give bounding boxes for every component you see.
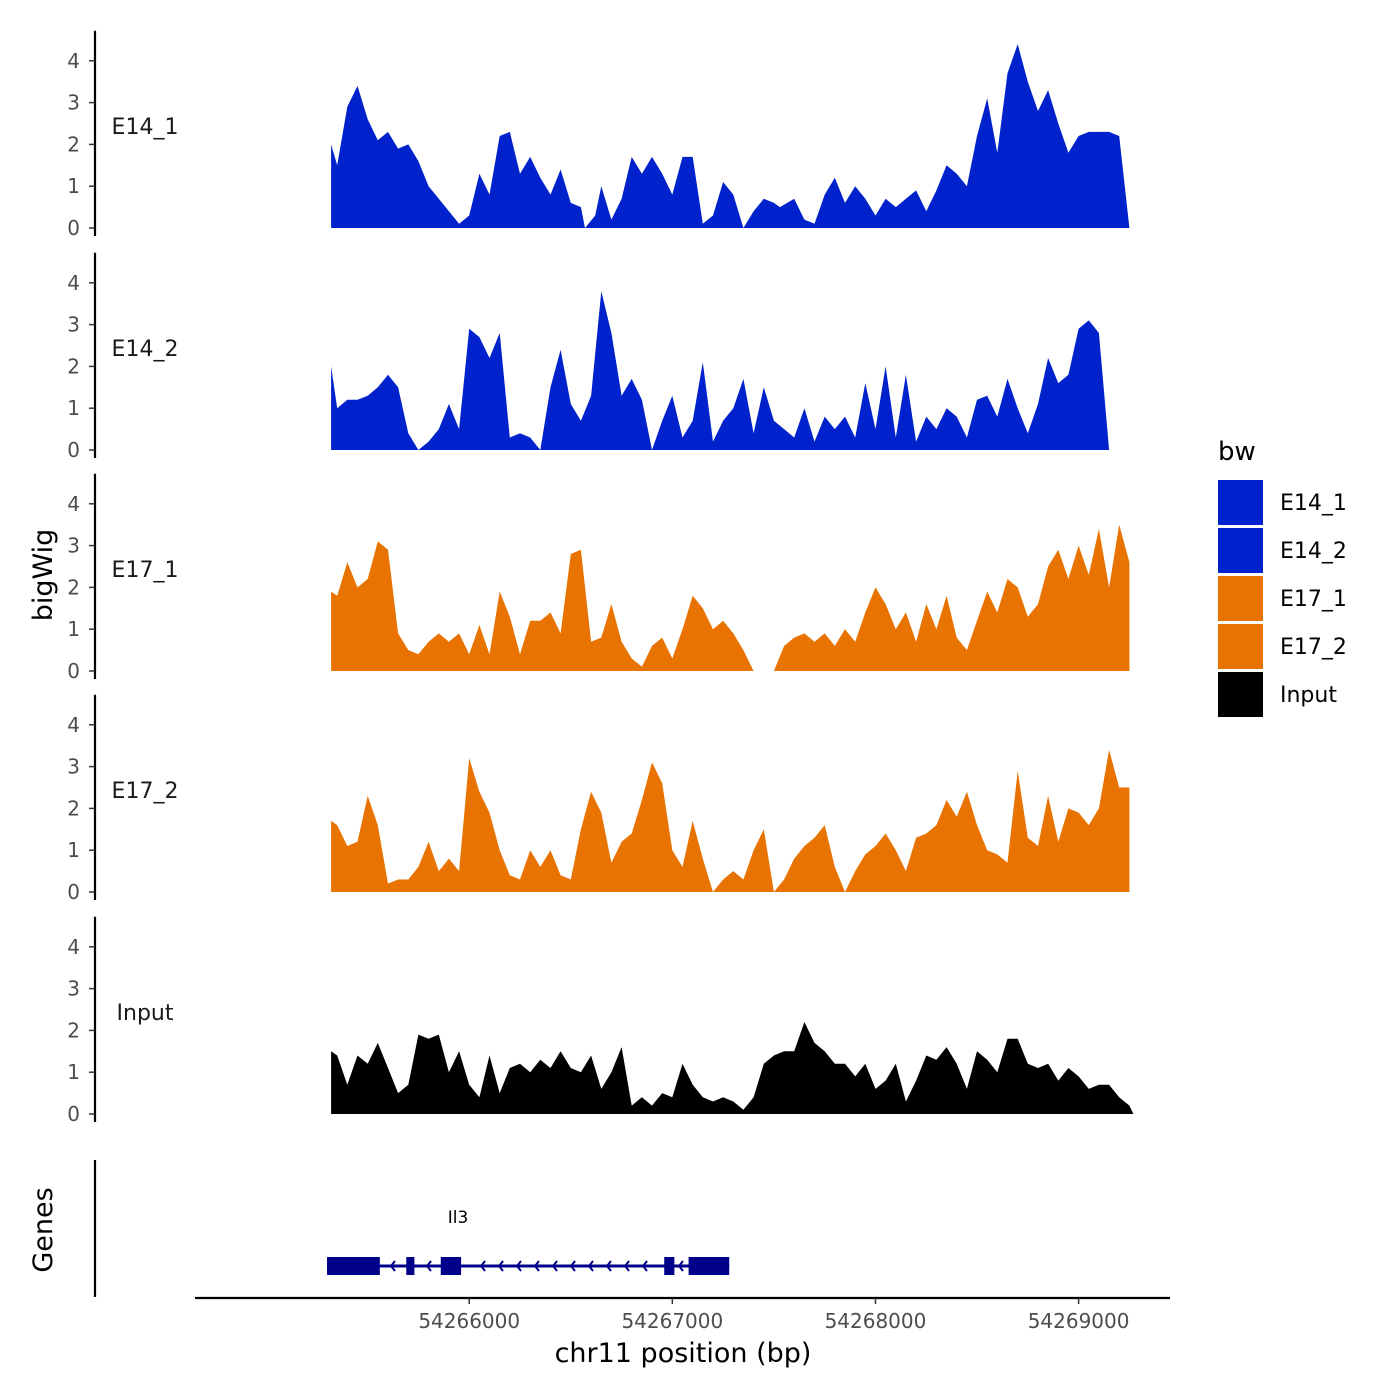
y-tick-label: 1: [67, 838, 80, 862]
y-tick-label: 3: [67, 977, 80, 1001]
panel-E17_1: 0 1 2 3 4 E17_1: [67, 473, 1130, 683]
area-E14_2: [331, 291, 1130, 450]
area-E14_1: [331, 44, 1130, 228]
legend-label: E14_2: [1280, 539, 1347, 564]
y-tick-label: 1: [67, 174, 80, 198]
strand-chevron: [497, 1260, 504, 1272]
legend-label: E14_1: [1280, 491, 1347, 516]
strand-chevron: [623, 1260, 630, 1272]
strand-chevron: [605, 1260, 612, 1272]
genes-track-title: Genes: [28, 1187, 59, 1272]
x-axis: 54266000 54267000 54268000 54269000: [195, 1296, 1170, 1333]
gene-label: Il3: [448, 1208, 469, 1228]
strand-chevron: [479, 1260, 486, 1272]
genes-panel: Il3: [93, 1160, 730, 1297]
legend-entry-E17_1: E17_1: [1218, 576, 1347, 621]
strand-chevron: [551, 1260, 558, 1272]
y-tick-label: 4: [67, 271, 80, 295]
panel-E14_2: 0 1 2 3 4 E14_2: [67, 252, 1130, 462]
legend-swatch: [1218, 480, 1263, 525]
y-tick-label: 2: [67, 354, 80, 378]
y-tick-label: 0: [67, 1102, 80, 1126]
legend: bw E14_1 E14_2 E17_1 E17_2 Input: [1218, 437, 1347, 717]
strand-chevron: [587, 1260, 594, 1272]
y-tick-label: 4: [67, 492, 80, 516]
strand-chevron: [641, 1260, 648, 1272]
legend-entry-E17_2: E17_2: [1218, 624, 1347, 669]
area-E17_2: [331, 749, 1130, 892]
gene-exon: [664, 1257, 675, 1275]
panel-Input: 0 1 2 3 4 Input: [67, 916, 1134, 1126]
panel-E14_1: 0 1 2 3 4 E14_1: [67, 30, 1130, 240]
x-tick-label: 54269000: [1028, 1309, 1130, 1333]
strand-chevron: [389, 1260, 396, 1272]
track-label-E17_2: E17_2: [112, 779, 179, 804]
x-tick-label: 54267000: [621, 1309, 723, 1333]
gene-exon: [406, 1257, 415, 1275]
legend-label: E17_2: [1280, 635, 1347, 660]
gene-Il3: Il3: [327, 1208, 730, 1275]
y-tick-label: 2: [67, 575, 80, 599]
x-axis-title: chr11 position (bp): [555, 1338, 812, 1369]
y-tick-label: 4: [67, 713, 80, 737]
legend-title: bw: [1218, 437, 1256, 467]
y-tick-label: 3: [67, 313, 80, 337]
legend-swatch: [1218, 576, 1263, 621]
strand-chevron: [569, 1260, 576, 1272]
y-tick-label: 1: [67, 1060, 80, 1084]
legend-swatch: [1218, 672, 1263, 717]
y-tick-label: 0: [67, 216, 80, 240]
legend-label: Input: [1280, 683, 1337, 708]
strand-chevron: [425, 1260, 432, 1272]
strand-chevron: [677, 1260, 684, 1272]
signal-panels: 0 1 2 3 4 E14_1 0 1 2 3 4 E14_2 0 1 2 3 4 E17_1 0 1 2 3 4 E17_2…: [67, 30, 1134, 1126]
y-tick-label: 0: [67, 659, 80, 683]
legend-entry-Input: Input: [1218, 672, 1337, 717]
y-tick-label: 2: [67, 132, 80, 156]
legend-entry-E14_1: E14_1: [1218, 480, 1347, 525]
legend-entry-E14_2: E14_2: [1218, 528, 1347, 573]
x-tick-label: 54268000: [825, 1309, 927, 1333]
track-label-E14_1: E14_1: [112, 115, 179, 140]
y-tick-label: 2: [67, 796, 80, 820]
y-tick-label: 4: [67, 935, 80, 959]
legend-label: E17_1: [1280, 587, 1347, 612]
y-tick-label: 3: [67, 91, 80, 115]
track-label-E14_2: E14_2: [112, 337, 179, 362]
track-label-E17_1: E17_1: [112, 558, 179, 583]
y-tick-label: 1: [67, 617, 80, 641]
y-tick-label: 1: [67, 396, 80, 420]
area-E17_1: [331, 524, 1130, 671]
gene-exon: [327, 1257, 380, 1275]
area-Input: [331, 1022, 1134, 1114]
track-label-Input: Input: [117, 1001, 174, 1026]
gene-exon: [688, 1257, 730, 1275]
y-tick-label: 0: [67, 438, 80, 462]
legend-swatch: [1218, 624, 1263, 669]
panel-E17_2: 0 1 2 3 4 E17_2: [67, 694, 1130, 904]
y-axis-title: bigWig: [28, 529, 59, 622]
x-tick-label: 54266000: [418, 1309, 520, 1333]
y-tick-label: 3: [67, 755, 80, 779]
strand-chevron: [533, 1260, 540, 1272]
y-tick-label: 4: [67, 49, 80, 73]
y-tick-label: 3: [67, 534, 80, 558]
y-tick-label: 2: [67, 1018, 80, 1042]
strand-chevron: [515, 1260, 522, 1272]
legend-swatch: [1218, 528, 1263, 573]
gene-exon: [440, 1257, 462, 1275]
y-tick-label: 0: [67, 880, 80, 904]
